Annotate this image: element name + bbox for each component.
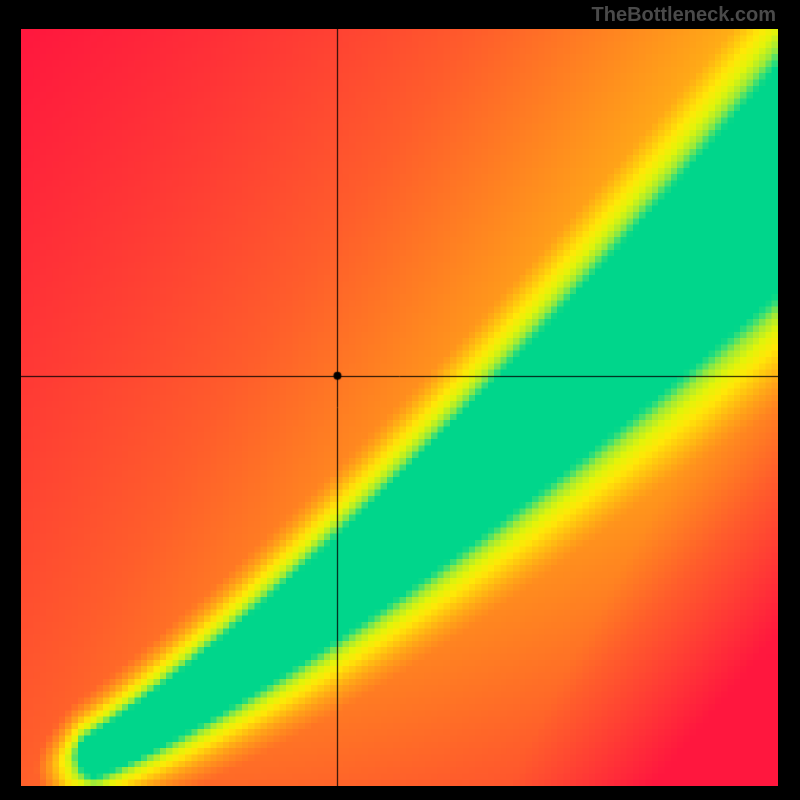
attribution-text: TheBottleneck.com bbox=[592, 4, 776, 27]
bottleneck-heatmap bbox=[21, 29, 778, 786]
chart-container: { "attribution": { "text": "TheBottlenec… bbox=[0, 0, 800, 800]
